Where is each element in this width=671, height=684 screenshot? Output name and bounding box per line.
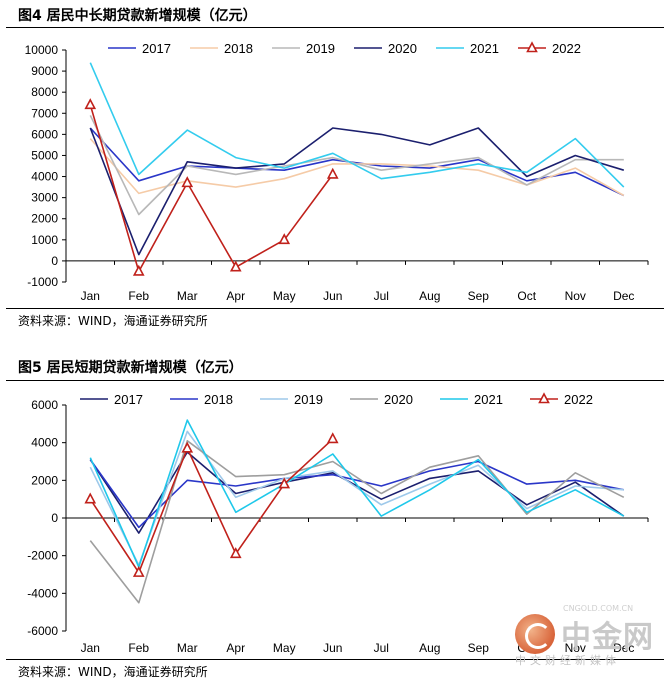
y-tick-label: 0 — [51, 254, 58, 268]
legend-label-2018: 2018 — [224, 41, 253, 56]
y-tick-label: -1000 — [27, 275, 58, 289]
legend-label-2019: 2019 — [294, 392, 323, 407]
series-line-2019 — [89, 430, 624, 566]
x-tick-label: Jan — [81, 641, 100, 655]
y-tick-label: 0 — [51, 511, 58, 525]
y-tick-label: -4000 — [27, 586, 58, 600]
x-tick-label: Oct — [517, 289, 536, 303]
y-tick-label: 7000 — [31, 106, 58, 120]
chart1-long-term-loans: -1000 0 1000 2000 3000 4000 5000 6000 7000 8000 90… — [25, 41, 649, 303]
x-tick-label: Sep — [468, 289, 490, 303]
chart2-title: 图5 居民短期贷款新增规模（亿元） — [18, 360, 243, 376]
y-tick-label: 8000 — [31, 85, 58, 99]
chart2-top-rule — [6, 380, 664, 381]
data-point-2022 — [181, 441, 194, 453]
chart2-bottom-rule — [6, 659, 664, 660]
series-line-2022 — [89, 104, 334, 273]
chart2-short-term-loans: -6000 -4000 -2000 0 2000 4000 6000 Jan Feb Mar Apr… — [27, 392, 649, 655]
x-tick-label: Apr — [226, 641, 245, 655]
y-tick-label: 6000 — [31, 127, 58, 141]
y-tick-label: 1000 — [31, 233, 58, 247]
legend-label-2021: 2021 — [474, 392, 503, 407]
chart2-source: 资料来源：WIND，海通证券研究所 — [18, 665, 208, 679]
legend-marker-2022 — [526, 41, 538, 53]
legend-label-2020: 2020 — [388, 41, 417, 56]
series-line-2021 — [89, 419, 625, 568]
data-point-2022 — [278, 477, 291, 489]
chart1-title: 图4 居民中长期贷款新增规模（亿元） — [18, 8, 257, 24]
x-tick-label: Apr — [226, 289, 245, 303]
x-tick-label: Aug — [419, 289, 440, 303]
legend-marker-2022 — [538, 392, 550, 404]
chart1-bottom-rule — [6, 308, 664, 309]
x-tick-label: Jul — [374, 641, 389, 655]
legend-label-2017: 2017 — [114, 392, 143, 407]
data-point-2022 — [84, 98, 97, 110]
x-tick-label: Feb — [128, 641, 149, 655]
x-tick-label: Jan — [81, 289, 100, 303]
data-point-2022 — [132, 565, 145, 577]
y-tick-label: 10000 — [25, 43, 59, 57]
data-point-2022 — [132, 264, 145, 276]
x-tick-label: Dec — [613, 289, 634, 303]
watermark-name: 中金网 — [561, 620, 654, 655]
x-tick-label: Aug — [419, 641, 440, 655]
series-line-2021 — [89, 62, 625, 188]
data-point-2022 — [181, 176, 194, 188]
y-tick-label: 2000 — [31, 212, 58, 226]
x-tick-label: May — [273, 641, 296, 655]
legend-label-2017: 2017 — [142, 41, 171, 56]
x-tick-label: Mar — [177, 289, 198, 303]
y-tick-label: 2000 — [31, 473, 58, 487]
x-tick-label: Jul — [374, 289, 389, 303]
data-point-2022 — [229, 260, 242, 272]
x-tick-label: Mar — [177, 641, 198, 655]
y-tick-label: 6000 — [31, 398, 58, 412]
series-line-2022 — [89, 438, 334, 574]
chart1-source: 资料来源：WIND，海通证券研究所 — [18, 314, 208, 328]
y-tick-label: 4000 — [31, 436, 58, 450]
y-tick-label: 5000 — [31, 148, 58, 162]
series-line-2020 — [89, 127, 625, 256]
x-tick-label: May — [273, 289, 296, 303]
chart1-top-rule — [6, 27, 664, 28]
y-tick-label: 4000 — [31, 170, 58, 184]
x-tick-label: Feb — [128, 289, 149, 303]
legend-label-2022: 2022 — [564, 392, 593, 407]
data-point-2022 — [229, 547, 242, 559]
y-tick-label: 3000 — [31, 191, 58, 205]
legend-label-2022: 2022 — [552, 41, 581, 56]
series-line-2017 — [89, 127, 625, 197]
series-line-2018 — [89, 138, 625, 197]
x-tick-label: Sep — [468, 641, 490, 655]
watermark-domain: CNGOLD.COM.CN — [563, 604, 634, 613]
data-point-2022 — [326, 167, 339, 179]
legend-label-2020: 2020 — [384, 392, 413, 407]
x-tick-label: Jun — [323, 641, 342, 655]
data-point-2022 — [84, 492, 97, 504]
x-tick-label: Dec — [613, 641, 634, 655]
watermark-logo-icon — [515, 614, 555, 654]
y-tick-label: 9000 — [31, 64, 58, 78]
data-point-2022 — [278, 233, 291, 245]
data-point-2022 — [326, 432, 339, 444]
watermark-tagline: 中文财经新媒体 — [515, 654, 620, 667]
y-tick-label: -6000 — [27, 624, 58, 638]
y-tick-label: -2000 — [27, 549, 58, 563]
x-tick-label: Nov — [565, 289, 586, 303]
legend-label-2021: 2021 — [470, 41, 499, 56]
legend-label-2018: 2018 — [204, 392, 233, 407]
x-tick-label: Nov — [565, 641, 586, 655]
series-line-2018 — [89, 459, 624, 529]
watermark: 中金网 CNGOLD.COM.CN 中文财经新媒体 — [515, 604, 665, 672]
x-tick-label: Jun — [323, 289, 342, 303]
legend-label-2019: 2019 — [306, 41, 335, 56]
series-line-2019 — [89, 115, 624, 216]
